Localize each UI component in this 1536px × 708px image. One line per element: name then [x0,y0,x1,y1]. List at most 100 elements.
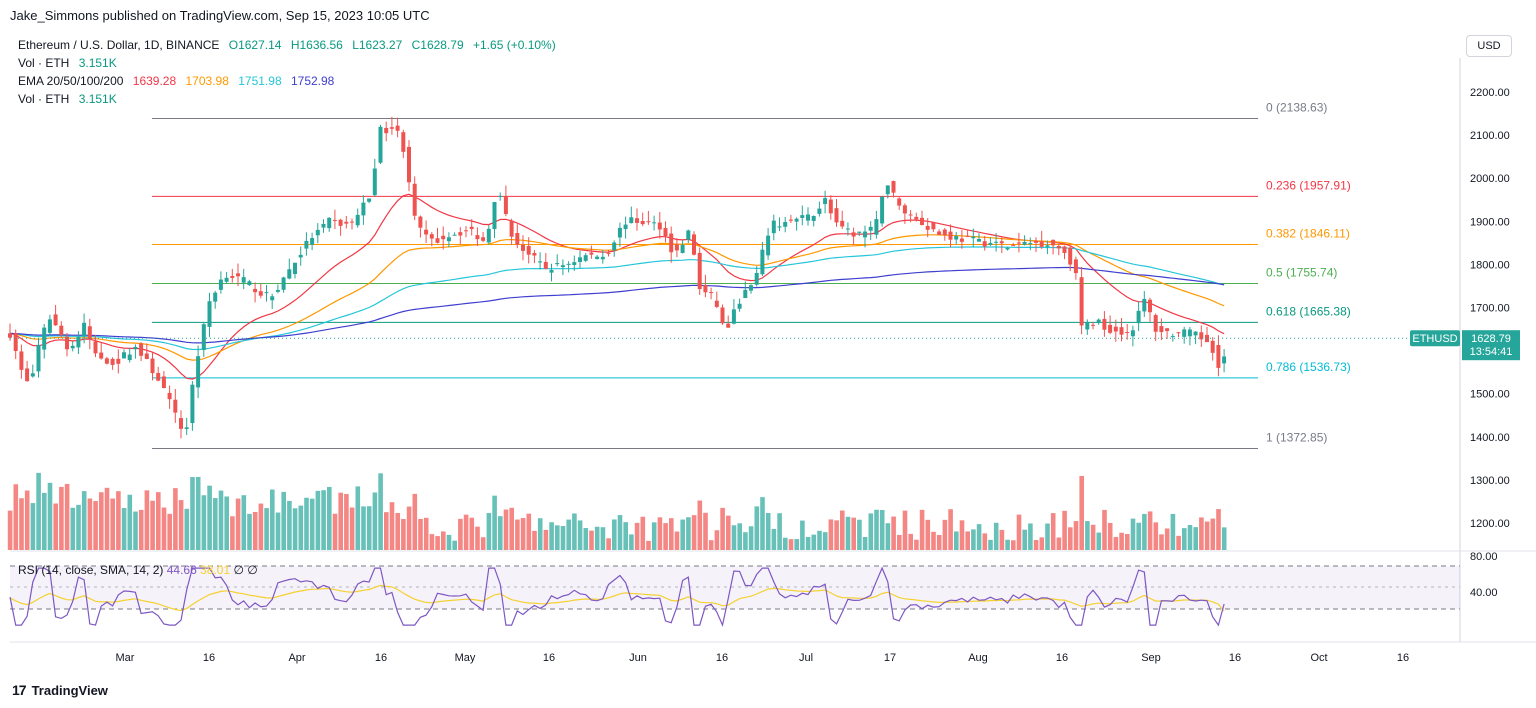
volume-legend[interactable]: Vol · ETH 3.151K [18,56,123,70]
candle-body [1193,331,1198,336]
candle-body [794,218,799,222]
volume-bar [993,522,999,550]
candles[interactable] [8,116,1227,439]
volume-bar [503,509,509,550]
volume-bar [1125,533,1130,550]
volume-bar [663,523,668,550]
candle-body [332,219,337,221]
candle-body [1113,326,1118,332]
candle-body [880,196,885,224]
volume-bar [623,522,628,550]
volume-bar [1199,517,1204,550]
volume-bar [657,517,663,550]
candle-body [1119,327,1124,335]
candle-body [868,226,873,231]
volume-bar [1056,537,1062,550]
candle-body [1182,329,1187,337]
volume-bar [24,490,30,550]
rsi-label[interactable]: RSI (14, close, SMA, 14, 2) 44.66 38.01 … [18,563,258,577]
ohlc-high: H1636.56 [290,38,343,52]
volume-bar [70,507,76,550]
candle-body [1062,246,1067,253]
candle-body [190,384,195,424]
candle-body [407,146,411,183]
volume-bar [822,532,828,550]
fib-level-label: 0.5 (1755.74) [1266,265,1337,279]
tradingview-footer[interactable]: 17 TradingView [12,682,108,698]
ema-label: EMA 20/50/100/200 [18,74,124,88]
ema50-line [9,234,1225,361]
volume-bar [287,500,292,550]
ema100-line [9,246,1225,351]
candle-body [25,368,30,382]
candle-body [230,275,235,278]
volume-bar [218,490,224,550]
volume-bar [686,517,691,550]
volume-bar [1068,527,1073,550]
candle-body [686,230,691,240]
candle-body [680,244,685,253]
volume-bar [868,513,874,550]
volume-bar [446,534,452,550]
candle-body [139,343,144,356]
candle-body [845,228,850,230]
candle-body [971,236,976,239]
candle-body [247,281,252,286]
volume-bar [1193,527,1198,550]
volume-bar [760,497,765,550]
volume-bar [452,540,457,550]
candle-body [315,229,320,236]
ema50-value: 1703.98 [185,74,229,88]
volume-bar [104,487,110,550]
candle-body [1079,277,1084,326]
volume-bar [1062,510,1067,550]
volume-bar [714,530,720,550]
ema-legend[interactable]: EMA 20/50/100/200 1639.28 1703.98 1751.9… [18,74,340,88]
price-tick-label: 1400.00 [1470,432,1510,444]
price-tick-label: 1900.00 [1470,216,1510,228]
volume-bar [1033,540,1039,550]
volume-bar [492,495,497,550]
volume-bar [458,518,463,550]
volume-bar [908,533,913,550]
candle-body [389,127,394,129]
volume-bar [184,508,190,550]
candle-body [99,352,104,359]
volume-bar [207,485,212,550]
volume-bar [600,527,606,550]
volume-bar [401,519,406,550]
volume-bar [543,529,549,550]
volume-bar [1136,522,1141,550]
time-tick-label: Oct [1310,652,1327,664]
volume-legend-2[interactable]: Vol · ETH 3.151K [18,92,123,106]
volume-bar [925,519,931,550]
volume-bar [327,486,332,550]
candle-body [566,263,571,265]
candle-body [1039,241,1044,247]
volume-bar [190,477,195,550]
volume-bar [509,507,514,550]
candle-body [133,346,138,350]
volume-bar [629,534,634,550]
candle-body [481,237,486,241]
candle-body [475,235,480,240]
volume-bar [235,498,241,550]
candle-body [994,241,999,243]
symbol-title[interactable]: Ethereum / U.S. Dollar, 1D, BINANCE [18,38,220,52]
candle-body [298,254,303,258]
volume-bar [1028,523,1033,550]
publisher-header: Jake_Simmons published on TradingView.co… [10,8,430,23]
volume-bar [817,530,822,550]
candle-body [749,285,753,291]
candle-body [788,219,793,221]
candle-body [942,229,947,236]
volume-bar [429,534,435,550]
fibonacci-retracement[interactable]: 0 (2138.63) 0.236 (1957.91) 0.382 (1846.11… [152,100,1351,450]
volume-bar [777,513,782,550]
candle-body [828,199,833,214]
candle-body [464,230,468,232]
candle-body [726,323,731,328]
currency-button[interactable]: USD [1466,35,1512,57]
volume-bar [617,515,623,550]
